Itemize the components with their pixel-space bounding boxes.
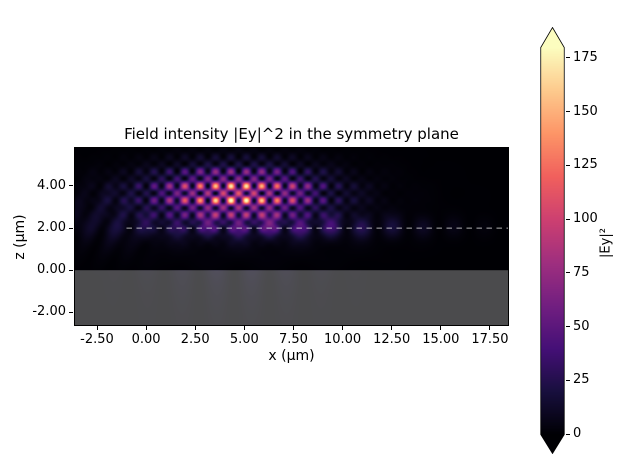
plot-area <box>74 147 509 326</box>
x-tick-mark <box>194 326 196 330</box>
x-tick-mark <box>96 326 98 330</box>
colorbar-tick-label: 100 <box>573 211 598 226</box>
colorbar-tick-label: 125 <box>573 157 598 173</box>
x-tick-mark <box>489 326 491 330</box>
colorbar-tick-mark <box>566 379 570 381</box>
x-tick-mark <box>342 326 344 330</box>
x-tick-label: -2.50 <box>80 332 114 347</box>
colorbar-label: |Ey|² <box>598 228 614 258</box>
x-tick-mark <box>292 326 294 330</box>
z-tick-label: 2.00 <box>37 220 66 236</box>
colorbar-tick-label: 75 <box>573 264 590 280</box>
x-tick-mark <box>145 326 147 330</box>
x-tick-mark <box>440 326 442 330</box>
colorbar-tick-mark <box>566 326 570 327</box>
colorbar-tick-mark <box>566 164 570 166</box>
x-tick-label: 10.00 <box>323 332 362 347</box>
x-tick-label: 7.50 <box>278 332 308 347</box>
chart-title: Field intensity |Ey|^2 in the symmetry p… <box>124 125 459 143</box>
z-tick-mark <box>69 227 73 229</box>
z-tick-label: 4.00 <box>37 177 66 193</box>
colorbar-tick-label: 25 <box>573 372 590 388</box>
z-tick-mark <box>69 185 73 187</box>
x-tick-label: 0.00 <box>131 332 161 347</box>
x-axis-label: x (μm) <box>268 348 315 364</box>
x-tick-label: 15.00 <box>422 332 460 347</box>
x-tick-label: 17.50 <box>471 332 509 347</box>
x-tick-label: 12.50 <box>373 332 411 347</box>
x-tick-label: 2.50 <box>180 332 210 347</box>
x-tick-mark <box>391 326 393 330</box>
colorbar-tick-mark <box>566 57 570 59</box>
colorbar-tick-mark <box>566 218 570 220</box>
colorbar-tick-mark <box>566 433 570 435</box>
colorbar-canvas <box>540 27 565 454</box>
heatmap-canvas <box>75 148 508 325</box>
colorbar-tick-label: 0 <box>573 426 582 441</box>
x-tick-label: 5.00 <box>229 332 259 347</box>
colorbar-tick-label: 150 <box>573 103 598 119</box>
colorbar-tick-label: 175 <box>573 49 598 65</box>
z-tick-mark <box>69 311 73 313</box>
z-tick-label: 0.00 <box>37 262 66 278</box>
z-tick-mark <box>69 269 73 271</box>
x-tick-mark <box>243 326 245 330</box>
colorbar-tick-label: 50 <box>573 318 590 334</box>
z-tick-label: -2.00 <box>32 304 66 320</box>
colorbar-tick-mark <box>566 272 570 274</box>
colorbar-tick-mark <box>566 111 570 112</box>
colorbar <box>540 27 565 454</box>
